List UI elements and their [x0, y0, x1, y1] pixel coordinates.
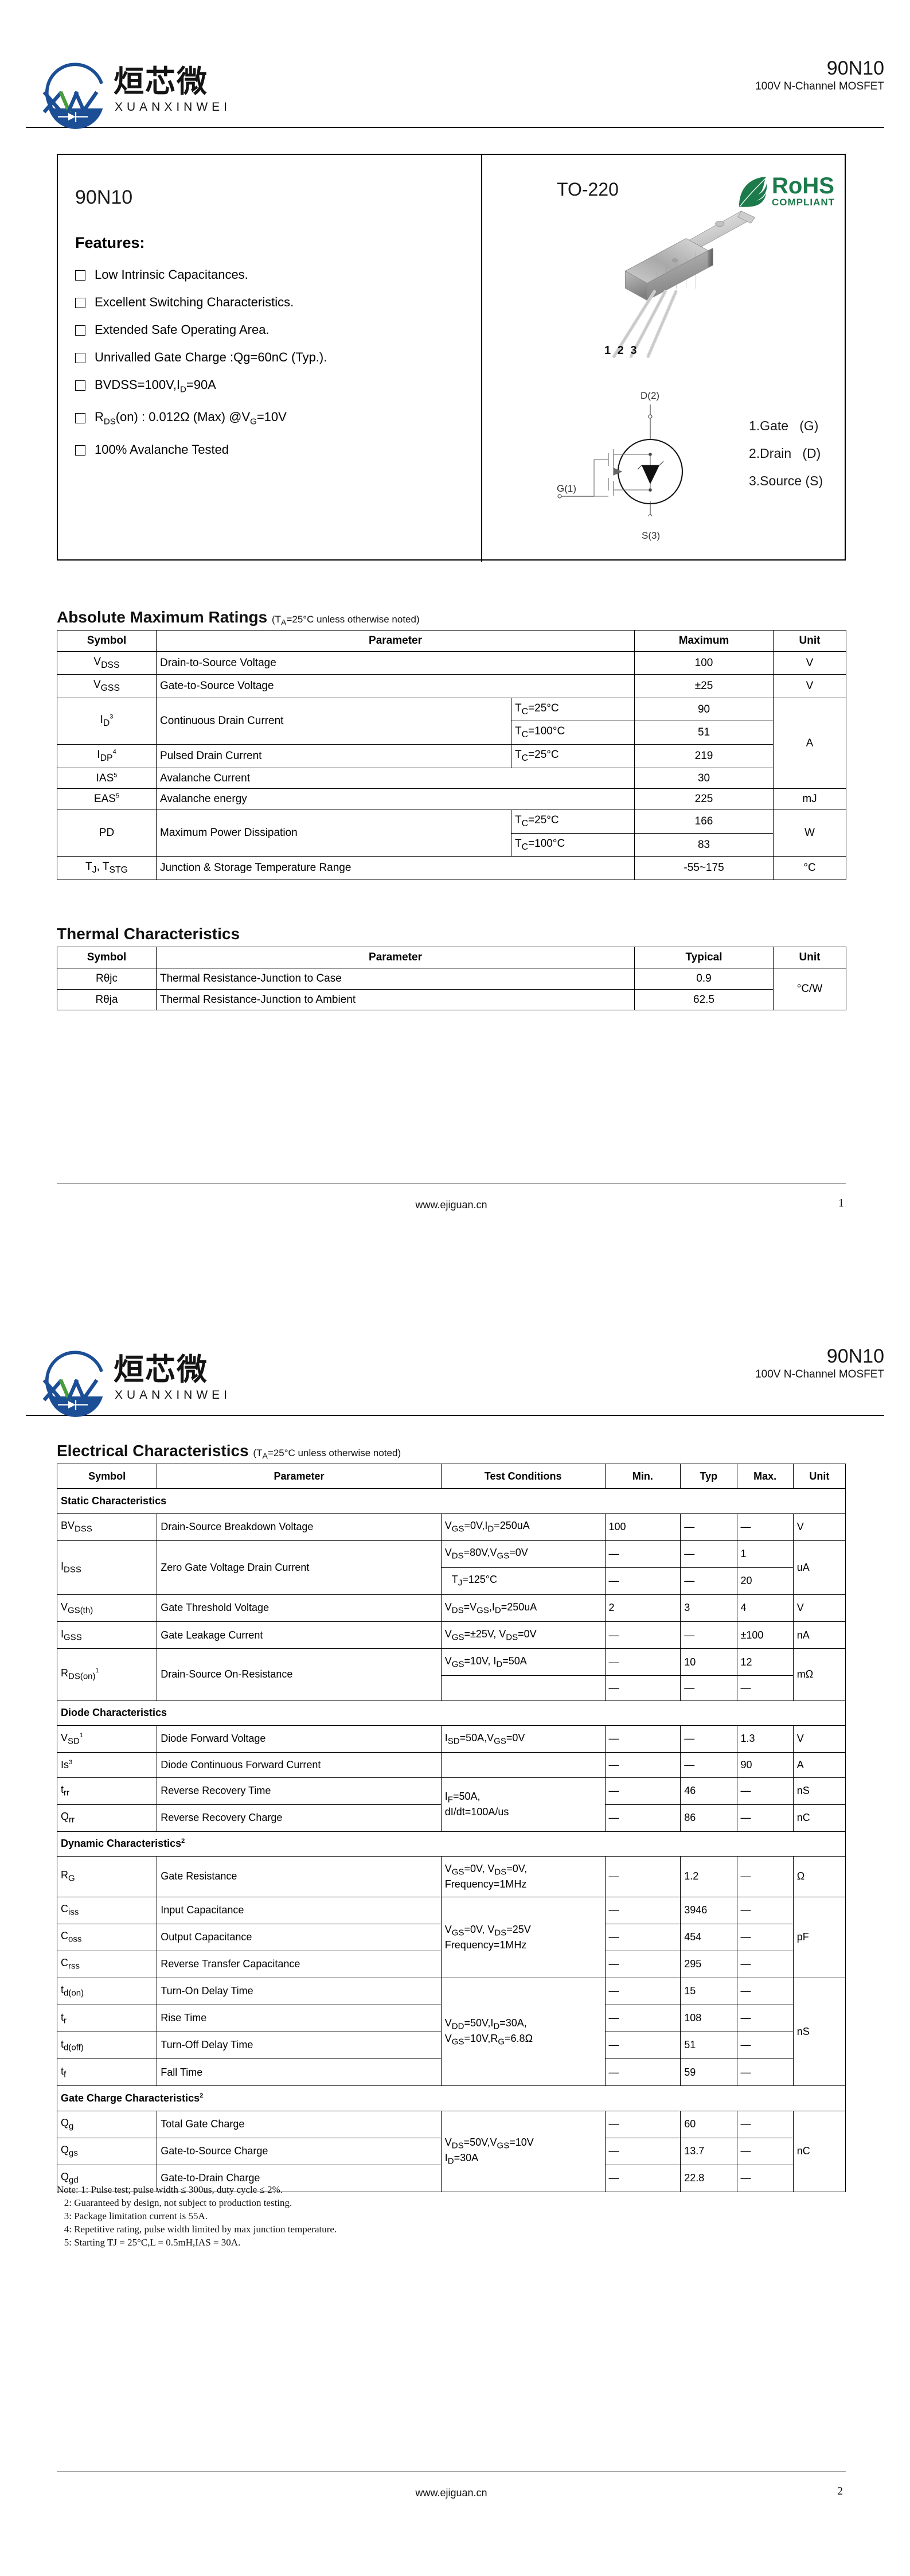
svg-text:COMPLIANT: COMPLIANT: [772, 197, 835, 208]
svg-text:RoHS: RoHS: [772, 173, 834, 199]
svg-text:D(2): D(2): [640, 390, 659, 401]
svg-text:G(1): G(1): [557, 483, 576, 494]
